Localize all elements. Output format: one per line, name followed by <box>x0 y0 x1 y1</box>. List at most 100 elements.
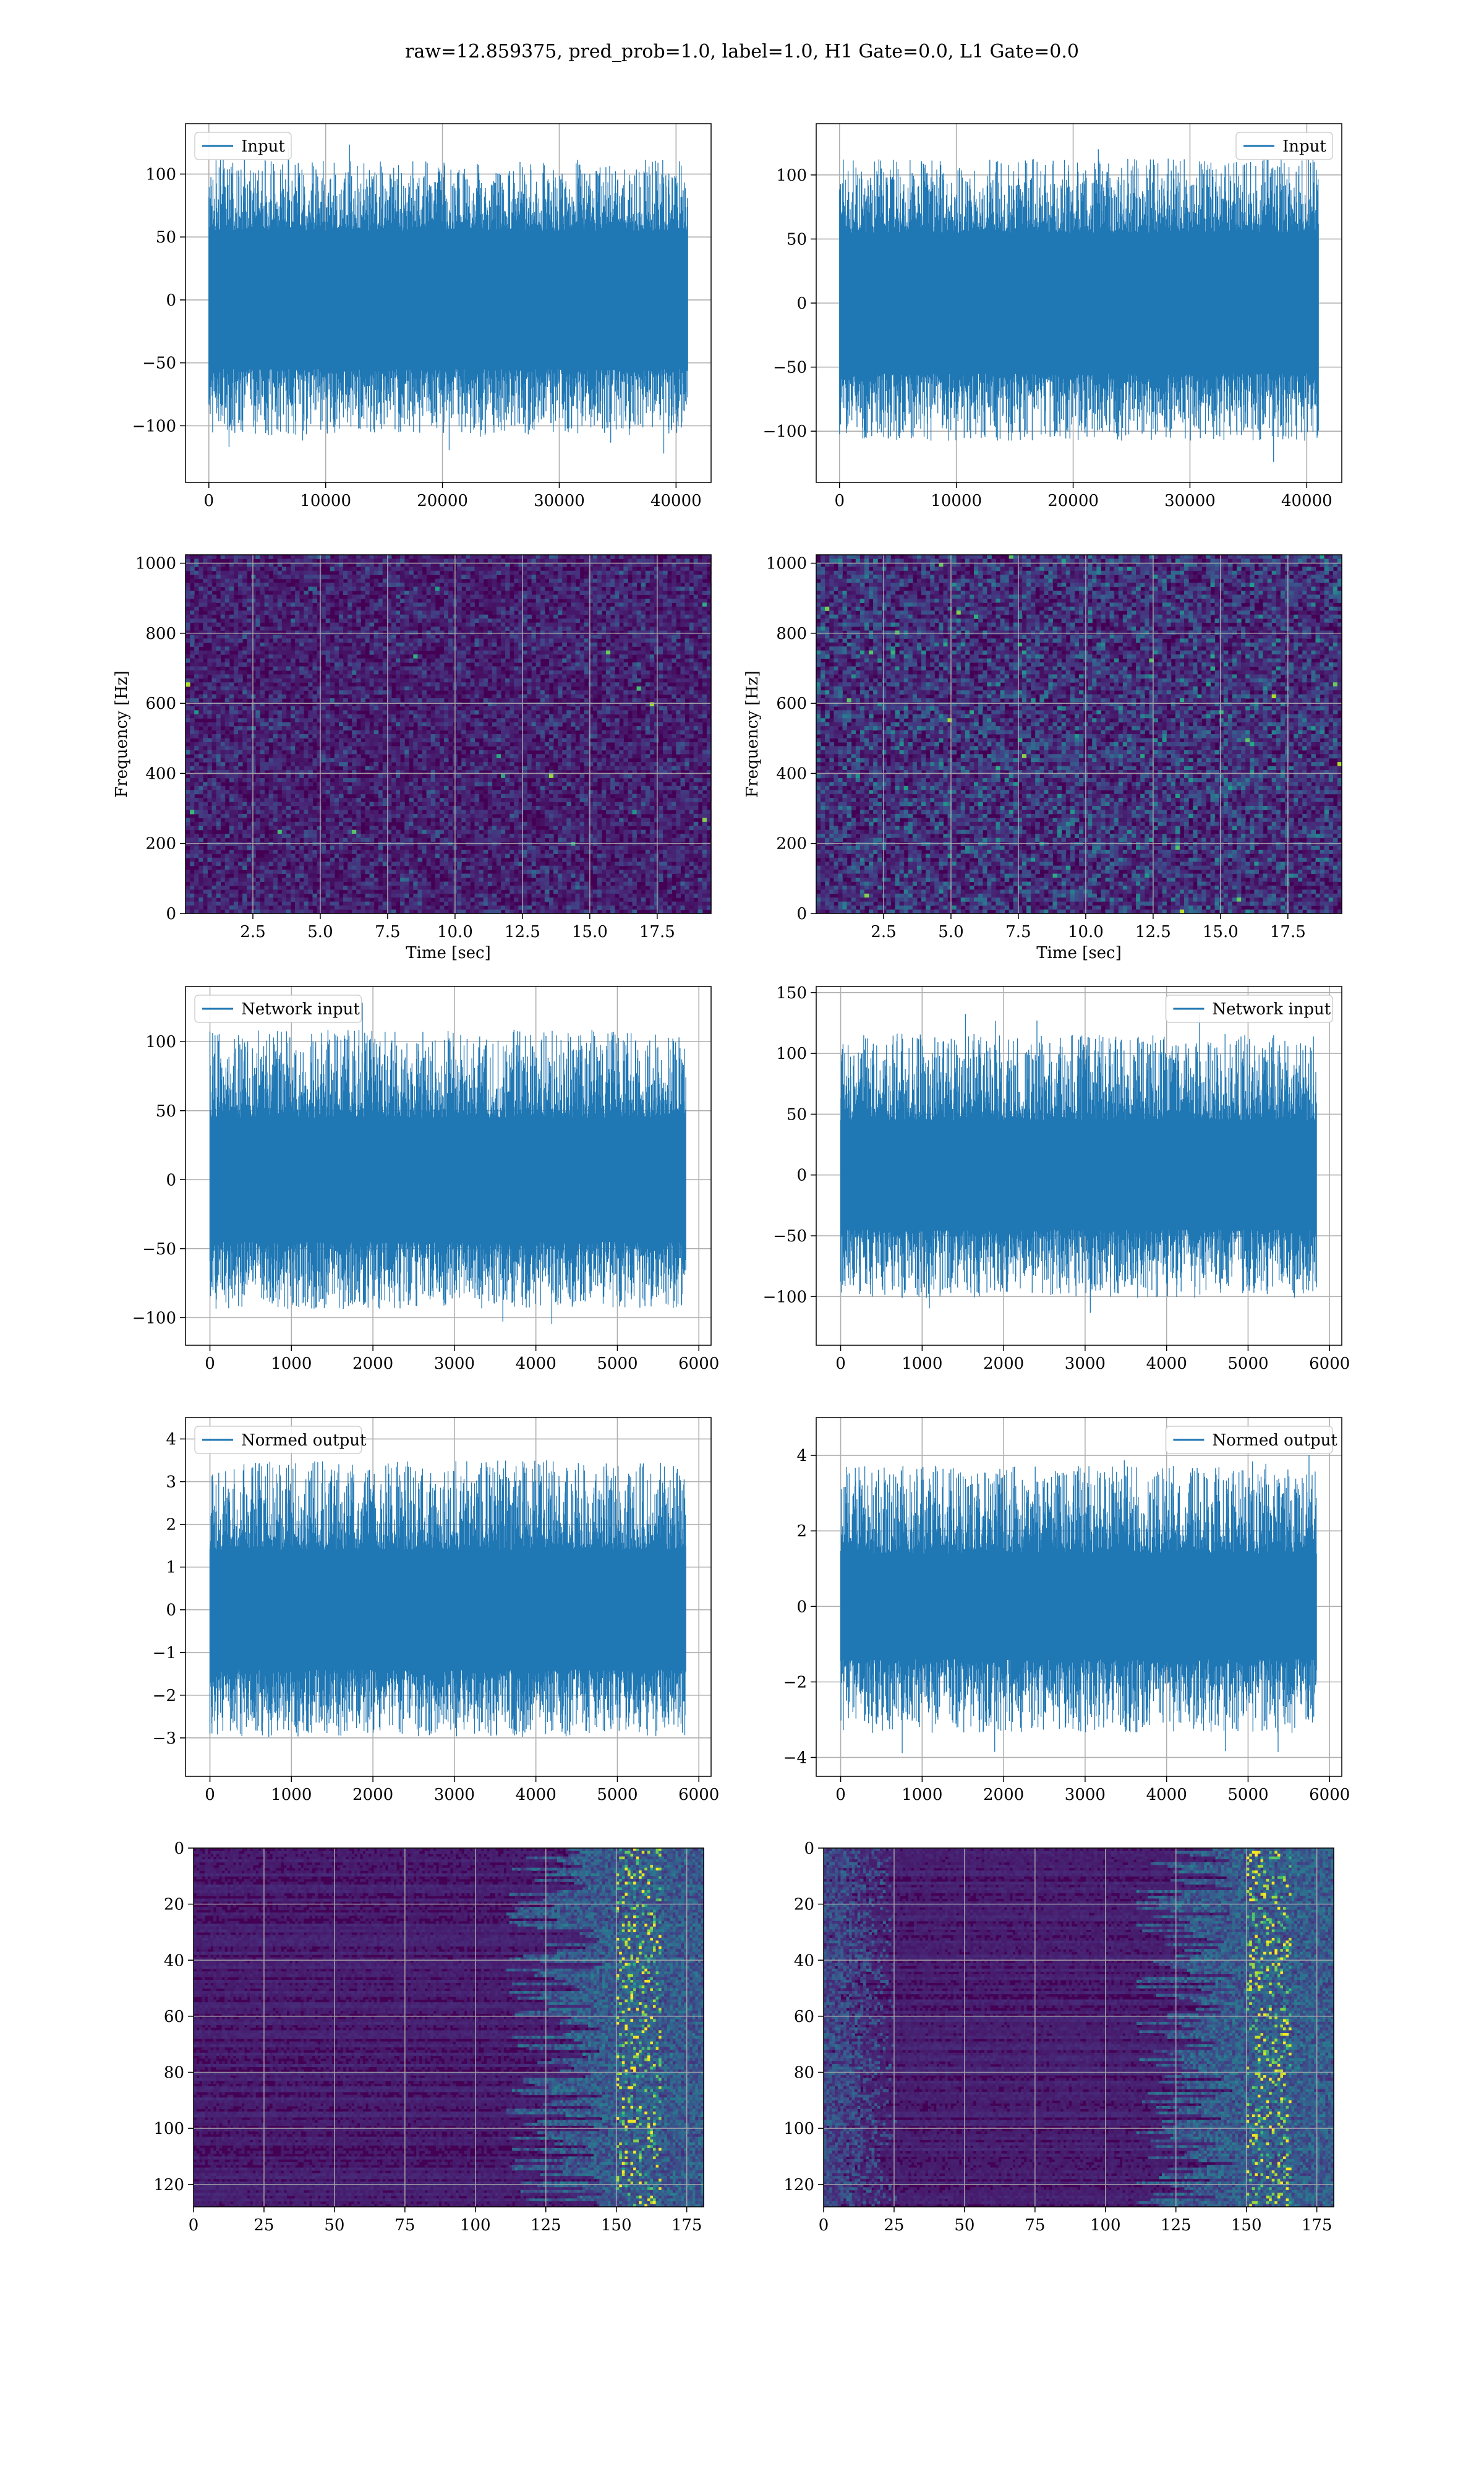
x-tick-label: 1000 <box>902 1355 942 1373</box>
x-tick-label: 17.5 <box>1270 923 1306 941</box>
axes-frame <box>185 1417 712 1777</box>
signal-series <box>840 1455 1317 1753</box>
y-tick-label: 40 <box>794 1951 814 1970</box>
x-tick-label: 7.5 <box>1005 923 1031 941</box>
y-axis-label: Frequency [Hz] <box>743 670 762 798</box>
x-tick-label: 175 <box>1302 2216 1333 2235</box>
x-tick-label: 3000 <box>434 1786 475 1804</box>
x-tick-label: 12.5 <box>505 923 540 941</box>
spectrogram-cells <box>186 555 712 914</box>
x-tick-label: 10.0 <box>1068 923 1104 941</box>
chart-spectrogram-l1: 2.5 5.0 7.5 10.0 12.5 15.0 17.5 0 200 400 600 800 10… <box>743 554 1342 962</box>
x-tick-label: 0 <box>204 492 215 510</box>
y-tick-label: 0 <box>796 294 807 313</box>
x-tick-label: 2000 <box>983 1786 1024 1804</box>
y-tick-label: 50 <box>156 1102 176 1121</box>
signal-series <box>839 149 1319 462</box>
y-tick-label: 800 <box>776 625 807 643</box>
axes-frame <box>816 554 1342 914</box>
y-tick-label: 800 <box>145 625 176 643</box>
x-tick-label: 175 <box>672 2216 702 2235</box>
y-tick-label: 20 <box>164 1896 184 1914</box>
y-tick-label: −100 <box>132 417 176 435</box>
y-tick-label: 40 <box>164 1951 184 1970</box>
y-tick-label: −100 <box>763 1288 807 1306</box>
tick-labels: 0 25 50 75 100 125 150 175 0 20 40 60 80 100 120 <box>153 1839 702 2235</box>
tick-labels: 0 25 50 75 100 125 150 175 0 20 40 60 80 100 120 <box>783 1839 1332 2235</box>
y-tick-label: 80 <box>164 2064 184 2082</box>
x-tick-label: 20000 <box>1047 492 1099 510</box>
y-tick-label: 120 <box>783 2176 814 2194</box>
x-tick-label: 1000 <box>271 1355 312 1373</box>
x-tick-label: 2.5 <box>871 923 896 941</box>
y-tick-label: 3 <box>166 1473 176 1492</box>
x-tick-label: 30000 <box>1164 492 1216 510</box>
chart-normed-output-h1: Normed output 0 1000 2000 3000 4000 5000 6000 −3… <box>153 1417 719 1804</box>
tick-labels: 0 10000 20000 30000 40000 −100 −50 0 50 100 <box>132 165 702 510</box>
chart-feature-map-h1: 0 25 50 75 100 125 150 175 0 20 40 60 80 100 120 <box>153 1839 704 2235</box>
legend-label: Network input <box>1212 1000 1331 1019</box>
x-tick-label: 3000 <box>434 1355 475 1373</box>
y-tick-label: 0 <box>804 1839 814 1858</box>
x-tick-label: 2000 <box>352 1355 393 1373</box>
x-tick-label: 10000 <box>931 492 982 510</box>
x-tick-label: 0 <box>205 1786 215 1804</box>
x-tick-label: 50 <box>324 2216 344 2235</box>
y-tick-label: −50 <box>142 1240 176 1259</box>
x-tick-label: 5.0 <box>938 923 963 941</box>
legend-box <box>1165 995 1333 1023</box>
x-tick-label: 50 <box>954 2216 974 2235</box>
y-tick-label: 200 <box>776 835 807 854</box>
spectrogram-cells <box>816 555 1342 914</box>
x-tick-label: 0 <box>819 2216 829 2235</box>
y-tick-label: −50 <box>142 354 176 373</box>
tick-labels: 0 1000 2000 3000 4000 5000 6000 −100 −50 0 50 100 15… <box>763 984 1350 1373</box>
x-tick-label: 0 <box>189 2216 199 2235</box>
x-tick-label: 5000 <box>1227 1355 1268 1373</box>
x-tick-label: 75 <box>1025 2216 1045 2235</box>
x-tick-label: 150 <box>1231 2216 1262 2235</box>
x-tick-label: 15.0 <box>572 923 608 941</box>
y-tick-label: 200 <box>145 835 176 854</box>
x-tick-label: 3000 <box>1065 1355 1106 1373</box>
y-tick-label: −2 <box>153 1687 176 1705</box>
x-tick-label: 100 <box>1090 2216 1121 2235</box>
legend-label: Normed output <box>1212 1431 1337 1450</box>
chart-input-l1: Input 0 10000 20000 30000 40000 −100 −50 0 50 100 <box>763 123 1342 510</box>
axes-frame <box>185 123 712 483</box>
x-tick-label: 75 <box>394 2216 415 2235</box>
legend-label: Network input <box>241 1000 360 1019</box>
y-tick-label: 4 <box>166 1431 176 1449</box>
x-tick-label: 15.0 <box>1203 923 1239 941</box>
tick-labels: 2.5 5.0 7.5 10.0 12.5 15.0 17.5 0 200 400 600 800 10… <box>766 555 1306 941</box>
x-tick-label: 5000 <box>1227 1786 1268 1804</box>
y-tick-label: 60 <box>794 2008 814 2026</box>
x-tick-label: 10.0 <box>437 923 473 941</box>
x-axis-label: Time [sec] <box>1036 944 1122 962</box>
x-tick-label: 40000 <box>1281 492 1333 510</box>
y-tick-label: −100 <box>132 1309 176 1327</box>
legend-box <box>194 1426 362 1454</box>
legend-box <box>194 132 292 160</box>
x-axis-label: Time [sec] <box>406 944 491 962</box>
chart-feature-map-l1: 0 25 50 75 100 125 150 175 0 20 40 60 80 100 120 <box>783 1839 1334 2235</box>
legend: Normed output <box>1165 1426 1337 1454</box>
gridlines <box>823 1847 1334 2207</box>
signal-series <box>209 1003 686 1324</box>
y-tick-label: −100 <box>763 422 807 441</box>
y-tick-label: 4 <box>796 1447 807 1465</box>
y-tick-label: 1000 <box>135 555 176 573</box>
y-tick-label: 0 <box>166 905 176 923</box>
x-tick-label: 150 <box>601 2216 632 2235</box>
y-tick-label: 100 <box>783 2120 814 2138</box>
chart-normed-output-l1: Normed output 0 1000 2000 3000 4000 5000 6000 −4… <box>783 1417 1350 1804</box>
x-tick-label: 5000 <box>597 1786 638 1804</box>
y-tick-label: 0 <box>796 1166 807 1185</box>
x-tick-label: 12.5 <box>1135 923 1171 941</box>
x-tick-label: 6000 <box>678 1786 719 1804</box>
y-tick-label: 2 <box>166 1516 176 1534</box>
y-tick-label: 600 <box>776 695 807 713</box>
legend-label: Input <box>1282 137 1326 156</box>
chart-input-h1: Input 0 10000 20000 30000 40000 −100 −50 0 50 100 <box>132 123 712 510</box>
legend: Input <box>1235 132 1333 160</box>
